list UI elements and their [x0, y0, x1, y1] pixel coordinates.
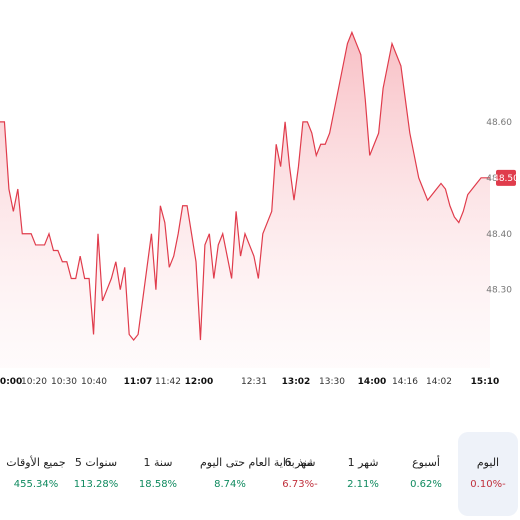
period-change-value: 6.73%- [282, 479, 318, 490]
period-change-value: 2.11% [347, 479, 379, 490]
period-tab[interactable]: منذ بداية العام حتى اليوم 8.74% [200, 432, 314, 490]
x-tick-label: 12:00 [185, 377, 214, 387]
period-tab[interactable]: 6 شهر 6.73%- [270, 432, 330, 490]
period-label: 1 سنة [143, 456, 173, 469]
x-tick-label: 12:31 [241, 377, 267, 387]
period-label: جميع الأوقات [6, 456, 66, 469]
period-change-value: 455.34% [13, 479, 59, 490]
period-label: 6 شهر [284, 456, 316, 469]
period-change-value: 113.28% [73, 479, 119, 490]
y-tick-label: 48.40 [486, 230, 512, 240]
period-tab[interactable]: اليوم 0.10%- [458, 432, 518, 516]
x-tick-label: 13:30 [319, 377, 345, 387]
period-tab[interactable]: جميع الأوقات 455.34% [6, 432, 66, 490]
period-label: 5 سنوات [74, 456, 118, 469]
x-tick-label: 14:02 [426, 377, 452, 387]
period-tab[interactable]: 1 شهر 2.11% [333, 432, 393, 490]
period-label: منذ بداية العام حتى اليوم [200, 456, 314, 469]
period-tab[interactable]: 5 سنوات 113.28% [66, 432, 126, 490]
period-tab[interactable]: أسبوع 0.62% [396, 432, 456, 490]
price-line [0, 30, 490, 341]
period-change-value: 0.10%- [470, 479, 506, 490]
period-change-value: 8.74% [214, 479, 246, 490]
x-tick-label: 13:02 [282, 377, 311, 387]
y-tick-label: 48.30 [486, 286, 512, 296]
period-label: اليوم [476, 456, 500, 469]
period-label: أسبوع [412, 456, 440, 469]
x-tick-label: 10:00 [0, 377, 22, 387]
current-price-label: 48.50 [493, 174, 519, 184]
x-tick-label: 10:30 [51, 377, 77, 387]
plot-area [0, 30, 490, 369]
y-tick-label: 48.60 [486, 118, 512, 128]
current-price-tag [496, 169, 516, 186]
x-tick-label: 15:10 [471, 377, 500, 387]
x-tick-label: 11:42 [155, 377, 181, 387]
price-area-fill [0, 32, 490, 369]
x-tick-label: 10:20 [21, 377, 47, 387]
x-tick-label: 11:07 [124, 377, 153, 387]
x-tick-label: 10:40 [81, 377, 107, 387]
performance-strip: اليوم 0.10%- أسبوع 0.62% 1 شهر 2.11% 6 شهر 6.73… [0, 430, 520, 520]
period-change-value: 18.58% [138, 479, 178, 490]
period-label: 1 شهر [347, 456, 379, 469]
period-change-value: 0.62% [410, 479, 442, 490]
period-tab[interactable]: 1 سنة 18.58% [128, 432, 188, 490]
x-tick-label: 14:00 [358, 377, 387, 387]
x-tick-label: 14:16 [392, 377, 418, 387]
